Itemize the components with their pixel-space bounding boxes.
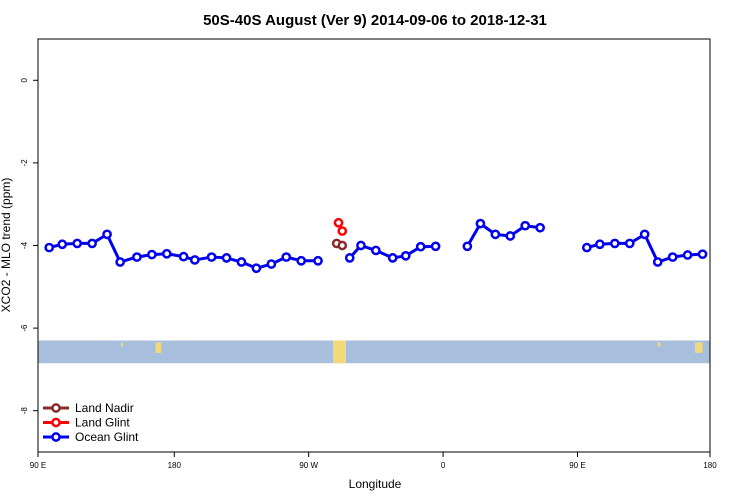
data-point — [236, 257, 247, 267]
x-tick-label: 90 W — [299, 461, 318, 470]
legend-marker — [51, 403, 61, 413]
data-point — [595, 239, 605, 250]
x-tick-label: 90 E — [30, 461, 46, 470]
data-point — [313, 255, 323, 266]
data-point — [639, 229, 650, 240]
land-patch — [657, 342, 661, 347]
y-tick-label: -4 — [20, 241, 29, 249]
legend-label: Ocean Glint — [75, 430, 139, 444]
land-patch — [332, 340, 346, 364]
data-point — [266, 259, 277, 269]
data-point — [161, 248, 172, 259]
y-tick-label: -6 — [20, 324, 29, 332]
data-point — [462, 241, 473, 252]
data-point — [400, 250, 411, 261]
data-point — [490, 229, 501, 240]
data-point — [652, 257, 663, 267]
data-point — [281, 252, 292, 262]
data-point — [520, 220, 531, 231]
data-point — [535, 222, 545, 233]
legend-marker — [51, 432, 61, 442]
data-point — [682, 250, 693, 260]
x-axis-label: Longitude — [349, 477, 402, 491]
data-point — [115, 257, 125, 267]
data-point — [609, 238, 620, 249]
land-patch — [155, 342, 162, 353]
data-point — [87, 238, 97, 249]
data-point — [333, 217, 344, 228]
data-point — [57, 239, 68, 250]
data-point — [102, 229, 112, 240]
series-land-glint — [333, 217, 348, 236]
data-point — [221, 253, 232, 263]
data-point — [178, 251, 189, 262]
data-point — [667, 252, 678, 262]
data-point — [132, 252, 142, 262]
data-point — [387, 253, 398, 263]
legend-marker — [51, 417, 61, 428]
axis-ticks: 90 E 180 90 W 0 90 E 180 0 -2 -4 -6 -8 — [20, 78, 717, 470]
data-point — [189, 255, 200, 265]
ocean-band — [38, 340, 710, 364]
data-point — [697, 249, 708, 260]
data-point — [624, 238, 635, 249]
x-tick-label: 90 E — [569, 461, 585, 470]
x-tick-label: 0 — [441, 461, 446, 470]
land-patch — [121, 342, 123, 347]
y-axis-label: XCO2 - MLO trend (ppm) — [0, 178, 13, 313]
chart-title: 50S-40S August (Ver 9) 2014-09-06 to 201… — [203, 12, 547, 29]
data-point — [44, 242, 55, 253]
x-tick-label: 180 — [168, 461, 182, 470]
y-tick-label: -2 — [20, 159, 29, 167]
y-tick-label: -8 — [20, 407, 29, 415]
data-point — [337, 226, 348, 236]
x-tick-label: 180 — [703, 461, 717, 470]
data-point — [251, 263, 262, 274]
data-point — [344, 253, 355, 263]
data-point — [505, 231, 516, 241]
legend-label: Land Nadir — [75, 401, 134, 415]
data-point — [415, 241, 426, 252]
data-point — [475, 218, 486, 229]
plot-frame — [37, 38, 711, 453]
y-tick-label: 0 — [20, 78, 29, 83]
series-layer — [44, 217, 708, 274]
data-point — [356, 240, 366, 251]
data-point — [371, 245, 381, 256]
land-patch — [695, 342, 703, 353]
data-point — [206, 252, 217, 262]
data-point — [72, 238, 83, 249]
data-point — [430, 241, 441, 252]
legend-label: Land Glint — [75, 416, 130, 430]
data-point — [296, 255, 307, 266]
series-land-nadir — [331, 238, 348, 251]
land-ocean-band — [38, 340, 710, 364]
data-point — [147, 249, 157, 260]
series-ocean-glint — [44, 218, 708, 274]
data-point — [337, 240, 348, 251]
data-point — [581, 242, 592, 253]
